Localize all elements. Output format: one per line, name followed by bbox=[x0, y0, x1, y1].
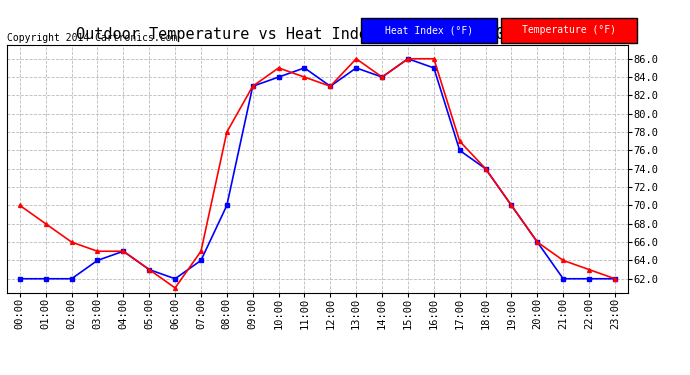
FancyBboxPatch shape bbox=[500, 18, 637, 42]
Text: Heat Index (°F): Heat Index (°F) bbox=[385, 25, 473, 35]
FancyBboxPatch shape bbox=[361, 18, 497, 42]
Title: Outdoor Temperature vs Heat Index (24 Hours) 20140801: Outdoor Temperature vs Heat Index (24 Ho… bbox=[76, 27, 559, 42]
Text: Copyright 2014 Cartronics.com: Copyright 2014 Cartronics.com bbox=[7, 33, 177, 42]
Text: Temperature (°F): Temperature (°F) bbox=[522, 25, 616, 35]
